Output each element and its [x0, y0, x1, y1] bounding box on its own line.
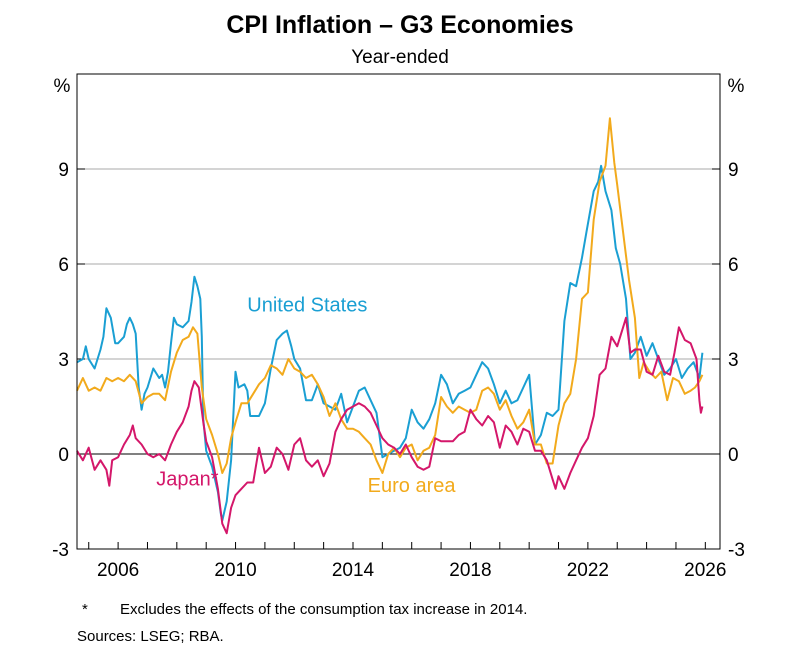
series-line-japan — [76, 316, 704, 535]
footnote-marker: * — [82, 601, 88, 618]
gridlines — [77, 168, 720, 549]
y-tick-label-right: 3 — [728, 350, 739, 371]
chart-subtitle: Year-ended — [351, 47, 449, 68]
series-label-united-states: United States — [247, 295, 367, 317]
chart-title: CPI Inflation – G3 Economies — [226, 11, 573, 39]
series-label-euro-area: Euro area — [368, 475, 457, 497]
x-tick-label: 2026 — [684, 560, 726, 581]
x-tick-label: 2018 — [449, 560, 491, 581]
x-tick-label: 2022 — [567, 560, 609, 581]
series-line-united-states — [76, 164, 704, 522]
y-tick-label-right: 0 — [728, 445, 739, 466]
y-unit-right: % — [728, 76, 745, 97]
y-tick-label-right: 6 — [728, 255, 739, 276]
y-tick-label-right: -3 — [728, 540, 745, 561]
y-tick-label-left: 3 — [58, 350, 69, 371]
x-tick-label: 2010 — [214, 560, 256, 581]
series-label-japan: Japan* — [156, 469, 218, 491]
plot-frame — [76, 73, 721, 550]
x-tick-label: 2006 — [97, 560, 139, 581]
y-tick-label-left: -3 — [52, 540, 69, 561]
x-tick-label: 2014 — [332, 560, 375, 581]
series-line-euro-area — [76, 117, 704, 474]
y-tick-label-left: 0 — [58, 445, 69, 466]
sources-text: Sources: LSEG; RBA. — [77, 628, 224, 645]
y-tick-label-right: 9 — [728, 160, 739, 181]
x-tick-labels: 2006 2010 2014 2018 2022 2026 — [97, 560, 726, 581]
y-tick-label-left: 6 — [58, 255, 69, 276]
y-tick-label-left: 9 — [58, 160, 69, 181]
series-labels: United States Euro area Japan* — [156, 295, 456, 498]
series-lines — [76, 117, 704, 535]
footnote-text: Excludes the effects of the consumption … — [120, 601, 527, 618]
y-tick-labels: -3 -3 0 0 3 3 6 6 9 9 — [52, 160, 745, 561]
y-unit-left: % — [54, 76, 71, 97]
